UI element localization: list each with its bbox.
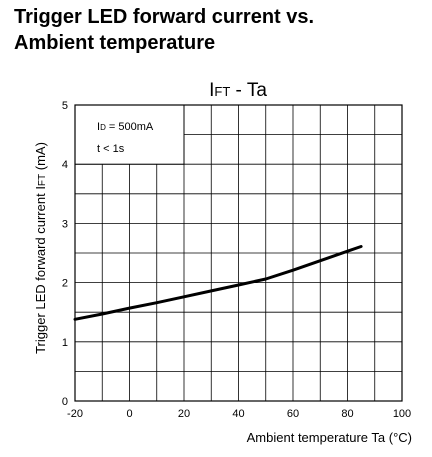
x-tick-label: -20 <box>67 408 83 420</box>
chart-title-main: I <box>209 80 214 101</box>
chart-title-sub: FT <box>214 84 230 99</box>
x-tick-label: 80 <box>341 408 353 420</box>
y-axis-label-unit: (mA) <box>33 142 48 174</box>
condition-forward-current: ID = 500mA <box>97 121 154 133</box>
y-tick-label: 3 <box>62 218 68 230</box>
y-tick-label: 4 <box>62 159 68 171</box>
condition-time: t < 1s <box>97 143 125 155</box>
y-tick-label: 2 <box>62 278 68 290</box>
y-axis-label: Trigger LED forward current IFT (mA) <box>33 142 48 354</box>
chart-title-rest: - Ta <box>230 80 267 101</box>
ift-series-line <box>73 245 363 321</box>
x-tick-label: 0 <box>126 408 132 420</box>
x-tick-label: 20 <box>178 408 190 420</box>
chart-heading: Trigger LED forward current vs. Ambient … <box>14 4 314 56</box>
heading-line-1: Trigger LED forward current vs. <box>14 6 315 28</box>
conditions-box <box>74 104 185 165</box>
y-tick-label: 5 <box>62 100 68 112</box>
y-axis-label-main: Trigger LED forward current I <box>33 186 48 354</box>
condition-current-sub: D <box>100 123 106 132</box>
plot-frame <box>74 104 403 402</box>
condition-current-rest: = 500mA <box>106 121 154 133</box>
y-tick-label: 1 <box>62 337 68 349</box>
x-axis-label: Ambient temperature Ta (°C) <box>247 430 412 445</box>
x-tick-label: 60 <box>287 408 299 420</box>
y-axis-label-sub: FT <box>37 174 48 186</box>
condition-current-main: I <box>97 121 100 133</box>
x-tick-label: 40 <box>232 408 244 420</box>
heading-line-2: Ambient temperature <box>14 32 216 54</box>
chart-title: IFT - Ta <box>209 80 267 101</box>
x-tick-label: 100 <box>393 408 411 420</box>
y-tick-label: 0 <box>62 396 68 408</box>
